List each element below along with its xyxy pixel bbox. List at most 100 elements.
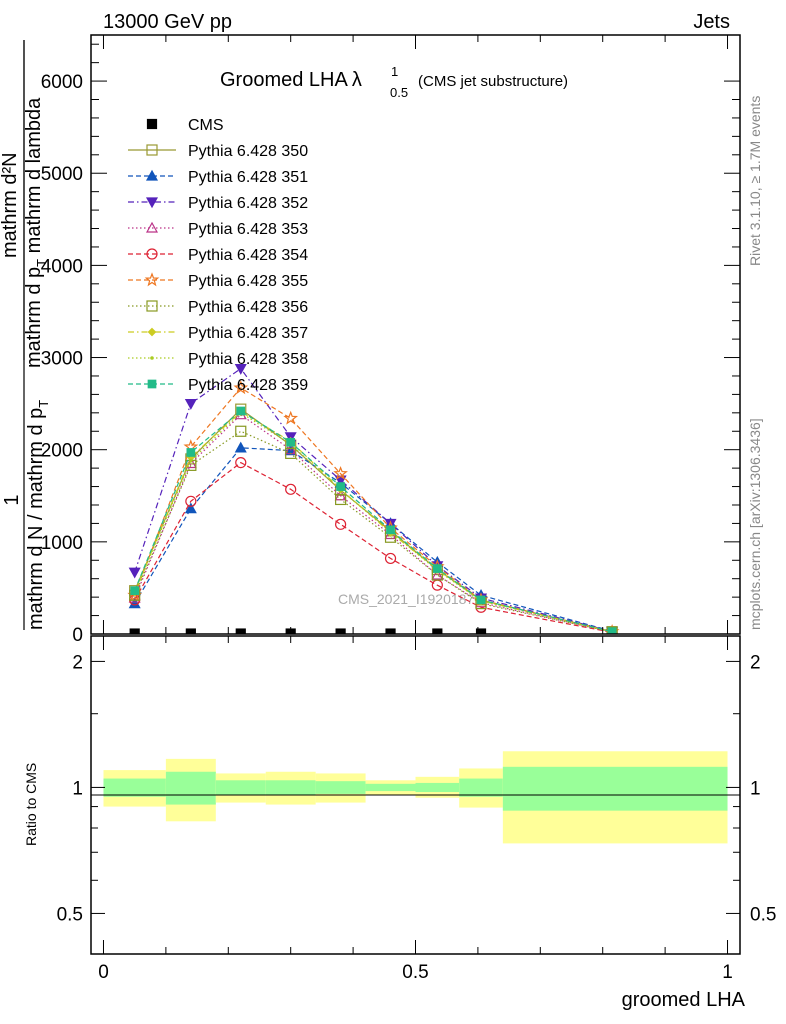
series-point-5-5 xyxy=(384,552,397,565)
legend-marker-3 xyxy=(145,197,159,209)
legend-label-6: Pythia 6.428 355 xyxy=(188,273,308,290)
ratio-ytick-label-right-1: 1 xyxy=(750,778,761,799)
ratio-band-inner-7 xyxy=(459,778,503,797)
y-axis-label: 1 mathrm d N / mathrm d pT mathrm d²N ma… xyxy=(0,40,51,630)
series-line-3 xyxy=(134,367,613,632)
rivet-label: Rivet 3.1.10, ≥ 1.7M events xyxy=(747,96,763,266)
y-axis-label-inner-denominator-tail: mathrm d lambda xyxy=(23,97,45,259)
series-point-6-2 xyxy=(233,380,249,395)
ratio-band-inner-4 xyxy=(315,781,366,794)
y-axis-label-numerator: 1 xyxy=(1,494,23,505)
ratio-ytick-label-left-2: 2 xyxy=(72,652,83,673)
chart-title-text: Groomed LHA xyxy=(220,69,348,91)
y-axis-label-denominator-text: mathrm d N / mathrm d p xyxy=(25,408,47,630)
series-point-5-4 xyxy=(335,518,347,530)
y-axis-label-inner-denominator-text: mathrm d p xyxy=(23,267,45,368)
series-line-5 xyxy=(134,461,613,633)
ratio-y-axis-label: Ratio to CMS xyxy=(23,763,39,846)
series-5 xyxy=(129,456,618,634)
legend-label-1: Pythia 6.428 350 xyxy=(188,143,308,160)
legend-marker-1 xyxy=(146,144,158,156)
ratio-band-inner-3 xyxy=(265,780,316,795)
legend-marker-0 xyxy=(146,118,158,130)
series-point-10-3 xyxy=(286,437,296,447)
series-point-10-4 xyxy=(336,482,345,491)
series-point-3-2 xyxy=(234,363,247,375)
main-ytick-label-5: 5000 xyxy=(41,164,83,185)
series-point-2-2 xyxy=(234,441,247,453)
ratio-ytick-label-left-0: 0.5 xyxy=(57,904,83,925)
ratio-ytick-label-right-0: 0.5 xyxy=(750,904,776,925)
legend-marker-9 xyxy=(150,356,154,360)
series-point-10-2 xyxy=(236,406,246,416)
ratio-band-inner-2 xyxy=(215,780,266,795)
legend-marker-4 xyxy=(145,221,159,233)
legend-label-7: Pythia 6.428 356 xyxy=(188,299,308,316)
series-point-7-8 xyxy=(606,626,618,634)
legend-label-10: Pythia 6.428 359 xyxy=(188,377,308,394)
series-point-7-4 xyxy=(335,493,347,506)
series-point-2-0 xyxy=(128,597,141,609)
series-point-5-1 xyxy=(185,495,197,507)
main-ytick-label-4: 4000 xyxy=(41,256,83,277)
header-left: 13000 GeV pp xyxy=(103,11,232,33)
ratio-bands xyxy=(103,751,728,844)
axes: 0 1000 2000 3000 4000 5000 6000 0 0.5 1 0.5 0.5 1 1 2 2 xyxy=(41,35,776,983)
legend-marker-6 xyxy=(144,272,160,287)
series-point-9-1 xyxy=(189,458,193,463)
series-point-6-4 xyxy=(333,466,348,480)
series-line-6 xyxy=(134,387,613,633)
series-point-3-0 xyxy=(128,567,141,579)
series-point-5-2 xyxy=(235,456,247,469)
ratio-xtick-label-0: 0 xyxy=(98,962,109,983)
chart-title: Groomed LHA λ xyxy=(220,69,362,91)
legend-label-5: Pythia 6.428 354 xyxy=(188,247,308,264)
series-point-3-1 xyxy=(184,399,197,410)
ratio-band-inner-0 xyxy=(103,778,166,797)
x-axis-label: groomed LHA xyxy=(622,989,746,1011)
series-line-4 xyxy=(134,413,613,633)
series-point-2-1 xyxy=(184,502,197,514)
series-point-10-6 xyxy=(432,564,442,573)
y-axis-label-inner-denominator-sub: T xyxy=(34,259,49,267)
main-ytick-label-2: 2000 xyxy=(41,441,83,462)
series-point-10-7 xyxy=(476,595,486,605)
y-axis-label-denominator-sub: T xyxy=(36,400,51,408)
main-ytick-label-6: 6000 xyxy=(41,72,83,93)
main-ytick-label-0: 0 xyxy=(72,625,83,646)
legend-label-8: Pythia 6.428 357 xyxy=(188,325,308,342)
watermark: CMS_2021_I1920187 xyxy=(338,591,474,607)
series-layer xyxy=(127,363,620,634)
ratio-band-inner-5 xyxy=(365,783,416,792)
chart-title-sub: 0.5 xyxy=(390,85,408,100)
y-axis-label-inner-denominator: mathrm d pT mathrm d lambda xyxy=(23,97,49,368)
mcplots-label: mcplots.cern.ch [arXiv:1306.3436] xyxy=(747,418,763,630)
ratio-xtick-label-2: 1 xyxy=(722,962,733,983)
legend-label-2: Pythia 6.428 351 xyxy=(188,169,308,186)
legend: CMS Pythia 6.428 350 Pythia 6.428 351 Pythi… xyxy=(128,117,308,394)
series-line-7 xyxy=(134,430,613,633)
legend-marker-10 xyxy=(147,379,157,389)
legend-label-9: Pythia 6.428 358 xyxy=(188,351,308,368)
ratio-ytick-label-right-2: 2 xyxy=(750,652,761,673)
legend-marker-7 xyxy=(146,300,158,312)
main-ytick-label-3: 3000 xyxy=(41,349,83,370)
chart-title-note: (CMS jet substructure) xyxy=(418,73,568,90)
series-point-7-3 xyxy=(285,447,297,459)
series-point-10-5 xyxy=(386,525,395,535)
series-point-3-5 xyxy=(384,518,397,530)
legend-label-0: CMS xyxy=(188,117,224,134)
chart-title-sup: 1 xyxy=(391,64,398,79)
series-point-10-1 xyxy=(186,448,196,457)
legend-marker-2 xyxy=(145,169,159,181)
series-point-7-2 xyxy=(235,425,247,437)
y-axis-label-inner-numerator: mathrm d²N xyxy=(0,152,21,258)
series-10 xyxy=(130,406,617,634)
series-point-10-0 xyxy=(130,586,140,596)
ratio-band-inner-8 xyxy=(502,766,728,811)
legend-marker-8 xyxy=(147,327,157,337)
ratio-band-inner-6 xyxy=(415,782,460,793)
series-point-5-3 xyxy=(285,483,297,495)
ratio-xtick-label-1: 0.5 xyxy=(402,962,428,983)
